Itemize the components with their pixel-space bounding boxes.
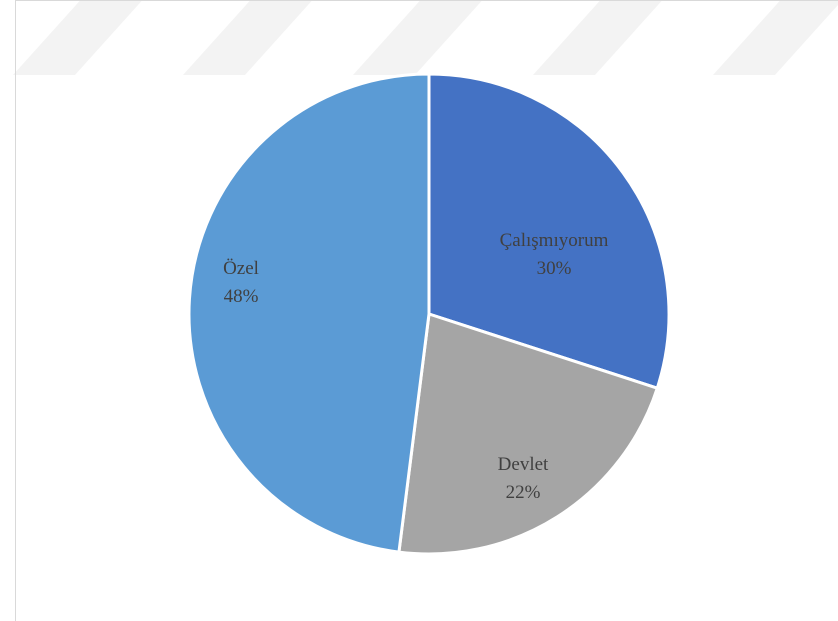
pie-slice-0: [427, 72, 671, 390]
slice-name-label: Özel: [223, 258, 259, 279]
chart-border-top: [15, 0, 838, 1]
slice-percent-label: 48%: [224, 286, 259, 307]
pie-slices: [187, 72, 671, 556]
pie-slice-1: [397, 312, 659, 556]
slice-name-label: Çalışmıyorum: [500, 230, 609, 251]
pie-labels: Çalışmıyorum 30% Devlet 22% Özel 48%: [223, 230, 609, 503]
pie-slice-2: [187, 72, 431, 554]
slice-percent-label: 30%: [537, 258, 572, 279]
slice-name-label: Devlet: [498, 454, 549, 475]
chart-border-left: [15, 0, 16, 621]
slice-percent-label: 22%: [506, 482, 541, 503]
